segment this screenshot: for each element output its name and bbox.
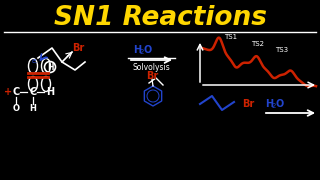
Text: Solvolysis: Solvolysis — [132, 62, 170, 71]
Text: H: H — [46, 87, 54, 97]
Text: +: + — [4, 87, 12, 97]
Text: C: C — [12, 87, 20, 97]
Text: SN1 Reactions: SN1 Reactions — [53, 5, 267, 31]
Text: H: H — [29, 103, 36, 112]
Text: Br: Br — [72, 43, 84, 53]
Text: Br: Br — [242, 99, 254, 109]
Text: O: O — [12, 103, 20, 112]
Text: H: H — [133, 45, 141, 55]
Text: e: e — [32, 58, 36, 64]
Text: H: H — [47, 62, 53, 71]
Text: -: - — [35, 60, 37, 66]
Text: H: H — [265, 99, 273, 109]
Text: Br: Br — [146, 71, 158, 81]
Text: C: C — [29, 87, 36, 97]
Text: TS3: TS3 — [276, 47, 289, 53]
Text: 2: 2 — [140, 49, 144, 55]
Text: O: O — [276, 99, 284, 109]
Text: O: O — [144, 45, 152, 55]
Text: 2: 2 — [272, 103, 276, 109]
Text: TS1: TS1 — [224, 34, 237, 40]
Text: TS2: TS2 — [252, 41, 265, 47]
